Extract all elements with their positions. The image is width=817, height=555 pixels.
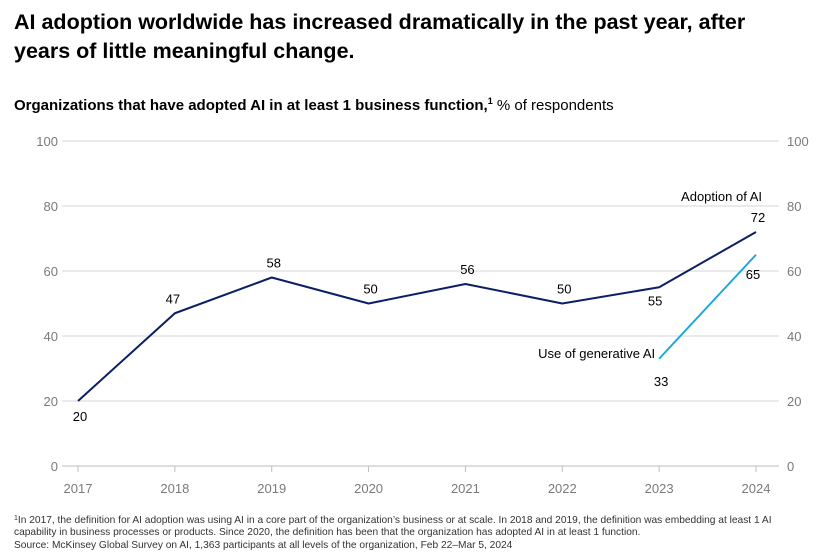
y-tick-right-80: 80 [787, 199, 801, 214]
data-label-adoption-2017: 20 [73, 409, 87, 424]
x-tick-2023: 2023 [645, 481, 674, 496]
x-tick-2021: 2021 [451, 481, 480, 496]
subtitle-footnote-marker: 1 [487, 96, 493, 106]
y-tick-left-20: 20 [44, 394, 58, 409]
data-label-adoption-2019: 58 [266, 256, 280, 271]
x-tick-2020: 2020 [354, 481, 383, 496]
y-tick-left-40: 40 [44, 329, 58, 344]
data-label-genai-2023: 33 [654, 374, 668, 389]
x-tick-2018: 2018 [160, 481, 189, 496]
subtitle-unit: % of respondents [492, 97, 614, 114]
data-label-adoption-2018: 47 [166, 291, 180, 306]
y-tick-right-40: 40 [787, 329, 801, 344]
series-line-adoption [77, 231, 757, 402]
x-tick-2024: 2024 [742, 481, 771, 496]
x-tick-2019: 2019 [257, 481, 286, 496]
data-label-adoption-2021: 56 [460, 262, 474, 277]
series-label-genai: Use of generative AI [538, 346, 655, 361]
footnote-marker: 1 [14, 515, 18, 522]
y-tick-left-60: 60 [44, 264, 58, 279]
footnote-text: In 2017, the definition for AI adoption … [14, 515, 772, 539]
chart-subtitle: Organizations that have adopted AI in at… [14, 91, 614, 116]
subtitle-bold: Organizations that have adopted AI in at… [14, 97, 488, 114]
data-label-genai-2024: 65 [746, 267, 760, 282]
series-label-adoption: Adoption of AI [681, 189, 762, 204]
data-label-adoption-2023: 55 [648, 293, 662, 308]
y-tick-right-20: 20 [787, 394, 801, 409]
data-label-adoption-2024: 72 [751, 210, 765, 225]
y-tick-right-100: 100 [787, 134, 809, 149]
footnote: 1In 2017, the definition for AI adoption… [14, 513, 809, 552]
data-label-adoption-2020: 50 [363, 282, 377, 297]
series-line-genai [658, 254, 757, 360]
x-tick-2022: 2022 [548, 481, 577, 496]
y-tick-left-100: 100 [36, 134, 58, 149]
y-tick-right-0: 0 [787, 459, 794, 474]
data-label-adoption-2022: 50 [557, 282, 571, 297]
source-text: Source: McKinsey Global Survey on AI, 1,… [14, 539, 513, 551]
y-tick-left-80: 80 [44, 199, 58, 214]
y-tick-left-0: 0 [51, 459, 58, 474]
x-tick-2017: 2017 [64, 481, 93, 496]
y-tick-right-60: 60 [787, 264, 801, 279]
chart-title: AI adoption worldwide has increased dram… [14, 10, 746, 63]
